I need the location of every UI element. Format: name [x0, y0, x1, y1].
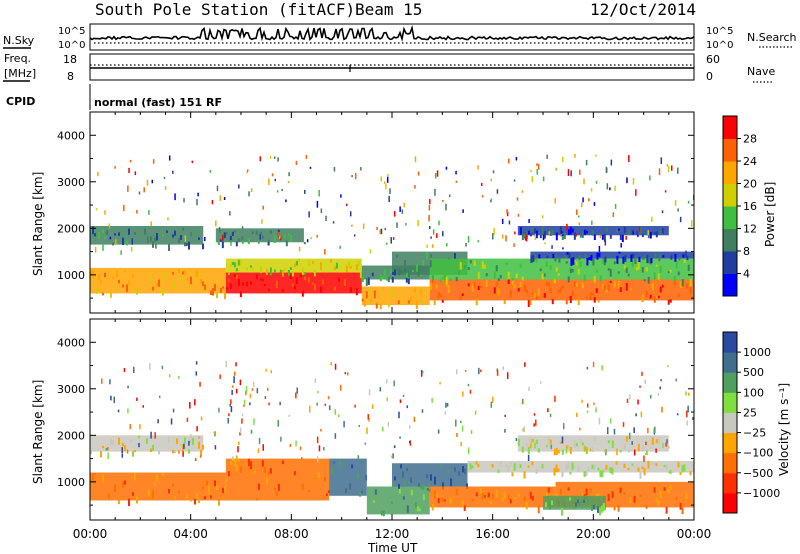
time-tick-label: 12:00 [375, 527, 410, 541]
time-tick-label: 16:00 [475, 527, 510, 541]
time-tick-label: 08:00 [274, 527, 309, 541]
power-colorbar-tick: 8 [743, 245, 750, 258]
velocity-band [517, 435, 669, 452]
power-colorbar-tick: 20 [743, 178, 757, 191]
velocity-colorbar-tick: 100 [743, 386, 764, 399]
power-colorbar-tick: 16 [743, 200, 757, 213]
nsky-tick-top: 10^5 [58, 26, 85, 37]
power-colorbar-label: Power [dB] [763, 182, 777, 247]
power-ytick-label: 3000 [57, 176, 85, 189]
velocity-band [467, 460, 694, 473]
nsky-label: N.Sky [3, 34, 35, 47]
nsearch-label: N.Search [747, 31, 797, 44]
velocity-colorbar-tick: 25 [743, 406, 757, 419]
nsky-right-tick-top: 10^5 [706, 26, 733, 37]
freq-label-line1: Freq. [4, 52, 31, 65]
velocity-colorbar-tick: 1000 [743, 346, 771, 359]
power-colorbar-tick: 12 [743, 223, 757, 236]
power-band [361, 286, 430, 306]
power-band [90, 225, 204, 245]
nave-tick-top: 60 [706, 53, 720, 66]
nsky-tick-bottom: 10^0 [58, 40, 85, 51]
freq-tick-bottom: 8 [67, 70, 74, 83]
velocity-colorbar: 1000 500 100 25 −25 −100 −500 −1000 Velocity [m… [722, 331, 791, 514]
power-ytick-label: 4000 [57, 129, 85, 142]
velocity-ytick-label: 2000 [57, 429, 85, 442]
power-colorbar-tick: 24 [743, 155, 757, 168]
time-tick-label: 04:00 [173, 527, 208, 541]
date-label: 12/Oct/2014 [590, 0, 696, 19]
velocity-ytick-label: 1000 [57, 476, 85, 489]
power-band [90, 267, 226, 294]
nsky-right-tick-bottom: 10^0 [706, 40, 733, 51]
power-ytick-label: 2000 [57, 222, 85, 235]
velocity-ytick-label: 3000 [57, 383, 85, 396]
power-ylabel: Slant Range [km] [31, 172, 45, 276]
nsky-trace [89, 25, 695, 43]
velocity-colorbar-tick: −100 [743, 447, 773, 460]
power-panel: 1000 2000 3000 4000 Slant Range [km] [31, 111, 695, 314]
cpid-value: normal (fast) 151 RF [94, 96, 222, 109]
velocity-colorbar-tick: −500 [743, 467, 773, 480]
time-tick-label: 00:00 [677, 527, 712, 541]
time-tick-label: 20:00 [576, 527, 611, 541]
power-colorbar-tick: 4 [743, 268, 750, 281]
time-tick-label: 00:00 [73, 527, 108, 541]
x-axis-label: Time UT [367, 541, 418, 554]
nave-tick-bottom: 0 [706, 70, 713, 83]
freq-tick-top: 18 [63, 53, 77, 66]
velocity-ytick-label: 4000 [57, 336, 85, 349]
velocity-colorbar-tick: −25 [743, 427, 766, 440]
freq-panel [89, 53, 695, 81]
cpid-label: CPID [6, 95, 35, 108]
power-band [225, 272, 362, 294]
velocity-colorbar-label: Velocity [m s⁻¹] [777, 383, 791, 476]
power-band [225, 258, 362, 273]
power-colorbar: 4 8 12 16 20 24 28 Power [dB] [722, 115, 777, 297]
velocity-colorbar-tick: −1000 [743, 487, 780, 500]
freq-label-line2: [MHz] [4, 67, 36, 80]
power-band [530, 251, 694, 259]
power-ytick-label: 1000 [57, 269, 85, 282]
velocity-panel: 1000 2000 3000 4000 Slant Range [km] Time U… [31, 318, 695, 554]
velocity-ylabel: Slant Range [km] [31, 380, 45, 484]
power-colorbar-tick: 28 [743, 133, 757, 146]
velocity-colorbar-tick: 500 [743, 366, 764, 379]
beam-label: Beam 15 [355, 0, 422, 19]
station-title: South Pole Station (fitACF) [95, 0, 355, 19]
velocity-band [543, 495, 606, 510]
velocity-band [329, 458, 367, 496]
nave-label: Nave [747, 65, 775, 78]
